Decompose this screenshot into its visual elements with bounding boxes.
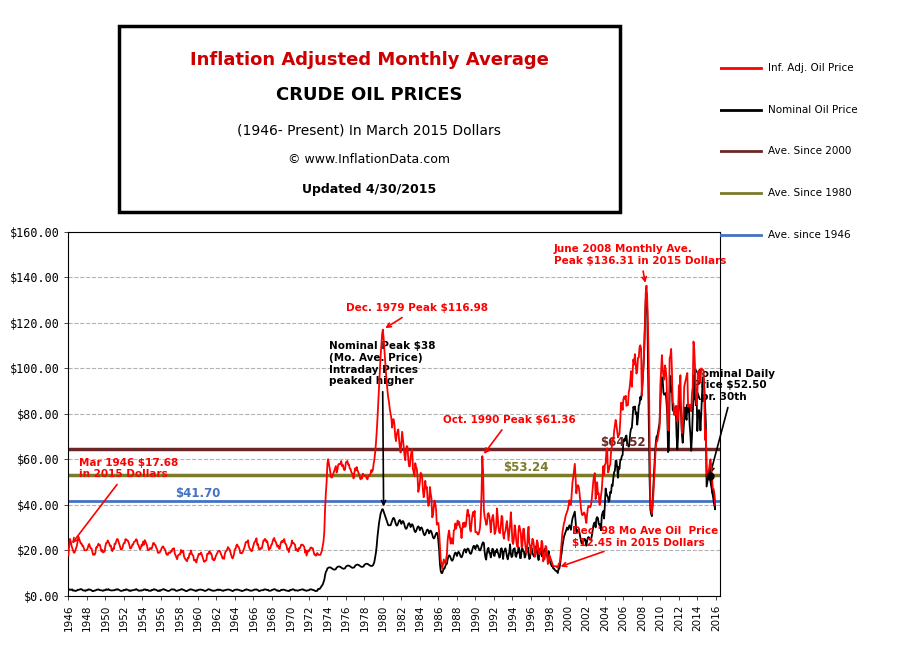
Text: Inflation Adjusted Monthly Average: Inflation Adjusted Monthly Average	[189, 51, 548, 69]
Text: Oct. 1990 Peak $61.36: Oct. 1990 Peak $61.36	[443, 415, 575, 452]
Text: Dec '98 Mo Ave Oil  Price
$12.45 in 2015 Dollars: Dec '98 Mo Ave Oil Price $12.45 in 2015 …	[562, 526, 718, 567]
Text: Dec. 1979 Peak $116.98: Dec. 1979 Peak $116.98	[345, 303, 487, 327]
Text: Nominal Peak $38
(Mo. Ave. Price)
Intraday Prices
peaked higher: Nominal Peak $38 (Mo. Ave. Price) Intrad…	[329, 342, 435, 504]
Text: Ave. since 1946: Ave. since 1946	[767, 230, 850, 240]
Text: Mar 1946 $17.68
in 2015 Dollars: Mar 1946 $17.68 in 2015 Dollars	[73, 458, 179, 542]
Text: Ave. Since 2000: Ave. Since 2000	[767, 146, 850, 156]
Text: June 2008 Monthly Ave.
Peak $136.31 in 2015 Dollars: June 2008 Monthly Ave. Peak $136.31 in 2…	[553, 244, 725, 281]
Text: Ave. Since 1980: Ave. Since 1980	[767, 188, 851, 198]
Text: Nominal Daily
Price $52.50
Apr. 30th: Nominal Daily Price $52.50 Apr. 30th	[692, 369, 773, 472]
Text: CRUDE OIL PRICES: CRUDE OIL PRICES	[276, 86, 462, 104]
Text: (1946- Present) In March 2015 Dollars: (1946- Present) In March 2015 Dollars	[237, 123, 501, 137]
Text: Updated 4/30/2015: Updated 4/30/2015	[302, 183, 436, 196]
Text: Inf. Adj. Oil Price: Inf. Adj. Oil Price	[767, 63, 853, 73]
Text: Nominal Oil Price: Nominal Oil Price	[767, 105, 856, 115]
Text: $53.24: $53.24	[503, 461, 548, 474]
Text: © www.InflationData.com: © www.InflationData.com	[288, 154, 450, 166]
Text: $64.52: $64.52	[599, 436, 645, 449]
FancyBboxPatch shape	[118, 26, 619, 212]
Text: $41.70: $41.70	[175, 487, 220, 500]
